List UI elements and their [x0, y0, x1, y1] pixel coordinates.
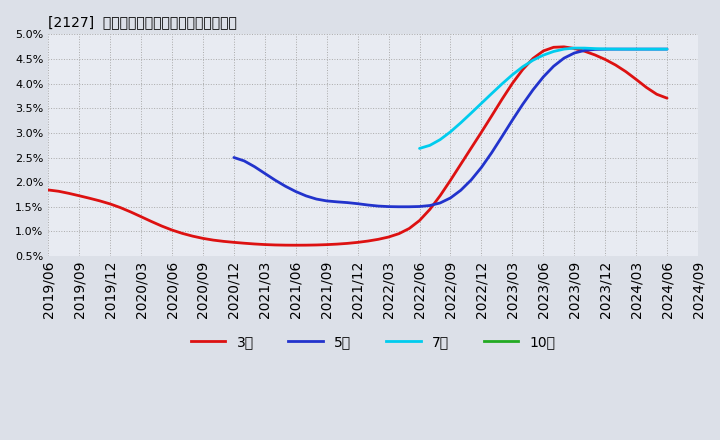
Legend: 3年, 5年, 7年, 10年: 3年, 5年, 7年, 10年: [185, 330, 561, 355]
Text: [2127]  経常利益マージンの標準偏差の推移: [2127] 経常利益マージンの標準偏差の推移: [48, 15, 237, 29]
